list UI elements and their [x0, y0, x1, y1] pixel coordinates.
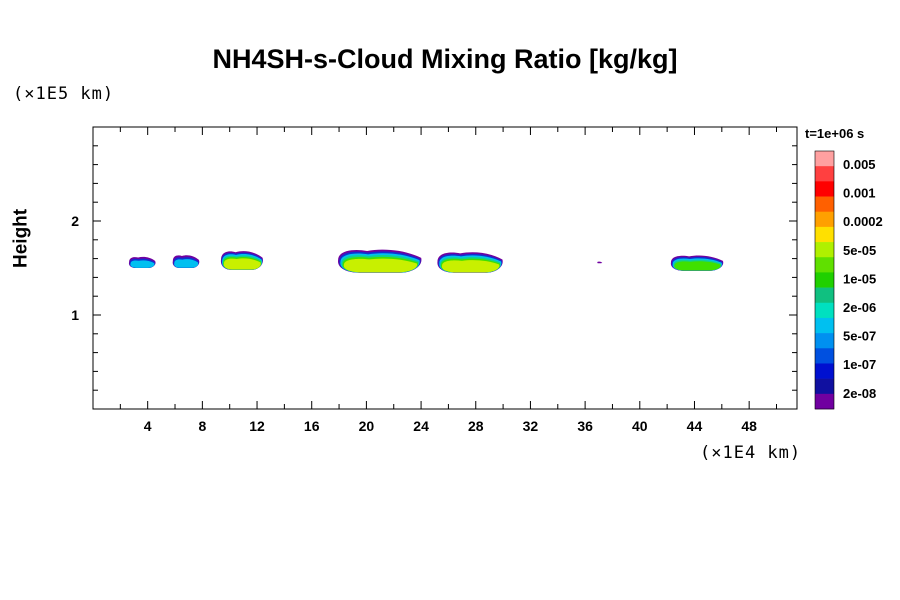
- colorbar-swatch: [815, 317, 834, 334]
- cloud-contour: [223, 258, 261, 270]
- cloud-contour: [674, 261, 721, 271]
- cloud-patch: [220, 251, 263, 270]
- colorbar-swatch: [815, 348, 834, 364]
- colorbar-swatch: [815, 393, 834, 410]
- y-tick-label: 2: [71, 213, 79, 229]
- colorbar-label: 0.005: [843, 157, 876, 172]
- cloud-patch: [338, 249, 422, 273]
- x-tick-label: 4: [144, 418, 152, 434]
- colorbar-swatch: [815, 242, 834, 258]
- time-label: t=1e+06 s: [805, 126, 865, 141]
- x-tick-label: 40: [632, 418, 648, 434]
- colorbar-label: 1e-05: [843, 271, 876, 286]
- colorbar-frame: [814, 150, 835, 410]
- cloud-patch: [172, 255, 200, 268]
- cloud-layer: [128, 249, 724, 273]
- colorbar-swatch: [815, 378, 834, 395]
- cloud-patch: [670, 255, 724, 271]
- colorbar-swatch: [815, 196, 834, 213]
- colorbar-swatch: [815, 302, 834, 319]
- y-axis: 12: [71, 145, 797, 391]
- x-tick-label: 16: [304, 418, 320, 434]
- colorbar-swatch: [815, 333, 834, 349]
- colorbar-label: 5e-07: [843, 329, 876, 344]
- colorbar-swatch: [815, 287, 834, 304]
- colorbar-swatch: [815, 257, 834, 273]
- colorbar-label: 5e-05: [843, 243, 876, 258]
- cloud-contour: [343, 258, 418, 273]
- colorbar-swatch: [815, 181, 834, 197]
- x-tick-label: 20: [359, 418, 375, 434]
- cloud-contour: [597, 261, 603, 264]
- x-tick-label: 28: [468, 418, 484, 434]
- x-tick-label: 36: [577, 418, 593, 434]
- colorbar-swatch: [815, 363, 834, 379]
- cloud-patch: [437, 252, 503, 273]
- x-axis: 4 8 12 16 20 24 28 32 36 40 44 48: [119, 127, 777, 434]
- x-tick-label: 24: [413, 418, 429, 434]
- colorbar-swatch: [815, 211, 834, 228]
- colorbar-label: 1e-07: [843, 357, 876, 372]
- x-tick-label: 8: [198, 418, 206, 434]
- y-tick-label: 1: [71, 307, 79, 323]
- chart-title: NH4SH-s-Cloud Mixing Ratio [kg/kg]: [212, 44, 678, 74]
- colorbar: 0.005 0.001 0.0002 5e-05 1e-05 2e-06 5e-07 1e-0…: [814, 150, 883, 410]
- colorbar-swatch: [815, 151, 834, 167]
- colorbar-label: 2e-06: [843, 300, 876, 315]
- colorbar-swatch: [815, 272, 834, 288]
- colorbar-label: 0.0002: [843, 214, 883, 229]
- x-unit-label: (×1E4 km): [700, 443, 802, 463]
- colorbar-label: 2e-08: [843, 386, 876, 401]
- cloud-patch: [597, 261, 603, 264]
- cloud-contour: [441, 260, 500, 273]
- y-unit-label: (×1E5 km): [13, 84, 115, 104]
- colorbar-swatch: [815, 226, 834, 243]
- cloud-contour: [174, 259, 199, 268]
- cloud-patch: [128, 256, 156, 268]
- colorbar-label: 0.001: [843, 186, 876, 201]
- x-tick-label: 44: [687, 418, 703, 434]
- colorbar-swatch: [815, 166, 834, 182]
- cloud-contour: [130, 260, 155, 268]
- x-tick-label: 32: [523, 418, 539, 434]
- x-tick-label: 12: [249, 418, 265, 434]
- x-tick-label: 48: [741, 418, 757, 434]
